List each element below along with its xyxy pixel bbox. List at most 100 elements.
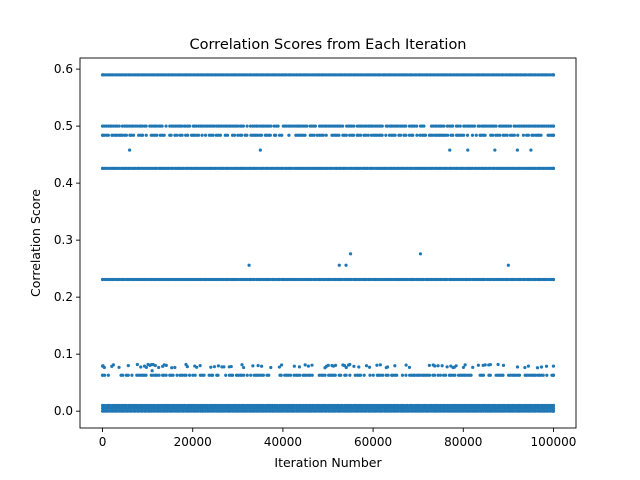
data-point bbox=[348, 133, 352, 137]
data-points bbox=[100, 73, 556, 413]
y-tick-label: 0.6 bbox=[54, 62, 73, 76]
data-point bbox=[104, 166, 108, 170]
data-point bbox=[124, 403, 128, 408]
data-point bbox=[292, 409, 296, 413]
data-point bbox=[492, 166, 496, 170]
x-tick-label: 80000 bbox=[444, 435, 482, 449]
data-point bbox=[551, 277, 556, 282]
data-point bbox=[247, 263, 251, 267]
data-point bbox=[158, 409, 163, 413]
data-point bbox=[241, 365, 246, 370]
data-point bbox=[442, 124, 446, 128]
data-point bbox=[222, 365, 226, 369]
data-point bbox=[350, 403, 354, 408]
data-point bbox=[115, 133, 119, 137]
data-point bbox=[131, 133, 136, 137]
data-point bbox=[551, 406, 556, 410]
data-point bbox=[279, 373, 283, 377]
data-point bbox=[551, 166, 556, 170]
data-point bbox=[407, 365, 412, 369]
data-point bbox=[196, 133, 201, 137]
data-point bbox=[299, 403, 303, 408]
data-point bbox=[164, 363, 168, 367]
y-tick-label: 0.3 bbox=[54, 233, 73, 247]
data-point bbox=[445, 166, 449, 170]
data-point bbox=[111, 406, 116, 410]
data-point bbox=[129, 406, 134, 410]
data-point bbox=[341, 124, 345, 128]
data-point bbox=[515, 148, 519, 152]
data-point bbox=[182, 166, 186, 170]
data-point bbox=[407, 133, 411, 137]
data-point bbox=[396, 409, 400, 413]
data-point bbox=[443, 133, 447, 137]
data-point bbox=[277, 277, 282, 282]
y-tick-label: 0.5 bbox=[54, 119, 73, 133]
data-point bbox=[220, 406, 224, 410]
data-point bbox=[269, 365, 273, 370]
data-point bbox=[422, 277, 426, 282]
data-point bbox=[488, 277, 492, 282]
x-axis-label: Iteration Number bbox=[274, 455, 382, 470]
data-point bbox=[431, 133, 435, 137]
data-point bbox=[164, 373, 168, 377]
data-point bbox=[193, 373, 197, 377]
data-point bbox=[268, 406, 272, 410]
data-point bbox=[287, 133, 291, 137]
data-point bbox=[323, 373, 327, 377]
data-point bbox=[506, 263, 510, 267]
data-point bbox=[443, 409, 447, 413]
data-point bbox=[366, 133, 370, 137]
data-point bbox=[310, 373, 314, 377]
data-point bbox=[530, 403, 534, 408]
data-point bbox=[155, 133, 159, 137]
data-point bbox=[358, 277, 363, 282]
data-point bbox=[349, 277, 354, 282]
data-point bbox=[405, 277, 410, 282]
data-point bbox=[144, 409, 148, 413]
data-point bbox=[129, 409, 134, 413]
data-point bbox=[100, 133, 105, 137]
data-point bbox=[533, 409, 538, 413]
data-point bbox=[261, 373, 265, 377]
data-point bbox=[351, 133, 356, 137]
data-point bbox=[195, 365, 199, 369]
data-point bbox=[333, 363, 338, 367]
data-point bbox=[169, 133, 173, 137]
data-point bbox=[546, 277, 550, 282]
data-point bbox=[551, 373, 556, 377]
data-point bbox=[371, 124, 375, 128]
data-point bbox=[106, 406, 110, 410]
data-point bbox=[288, 373, 293, 377]
data-point bbox=[358, 166, 363, 170]
data-point bbox=[139, 365, 143, 369]
data-point bbox=[245, 373, 249, 377]
data-point bbox=[185, 365, 189, 369]
data-point bbox=[548, 73, 552, 77]
y-axis-ticks: 0.0 0.1 0.2 0.3 0.4 0.5 0.6 bbox=[54, 62, 80, 418]
data-point bbox=[245, 124, 249, 128]
data-point bbox=[469, 373, 473, 377]
data-point bbox=[501, 363, 506, 368]
data-point bbox=[477, 124, 482, 128]
data-point bbox=[298, 373, 302, 377]
data-point bbox=[211, 133, 215, 137]
data-point bbox=[290, 166, 294, 170]
data-point bbox=[187, 373, 192, 377]
data-point bbox=[501, 373, 505, 377]
data-point bbox=[465, 133, 470, 137]
data-point bbox=[209, 365, 213, 369]
y-tick-label: 0.4 bbox=[54, 176, 73, 190]
data-point bbox=[155, 166, 159, 170]
data-point bbox=[364, 364, 369, 368]
data-point bbox=[140, 124, 144, 128]
data-point bbox=[330, 166, 334, 170]
data-point bbox=[491, 133, 495, 137]
data-point bbox=[551, 133, 556, 137]
data-point bbox=[514, 277, 518, 282]
data-point bbox=[326, 363, 330, 367]
data-point bbox=[212, 124, 217, 128]
data-point bbox=[306, 364, 310, 368]
data-point bbox=[405, 403, 410, 408]
